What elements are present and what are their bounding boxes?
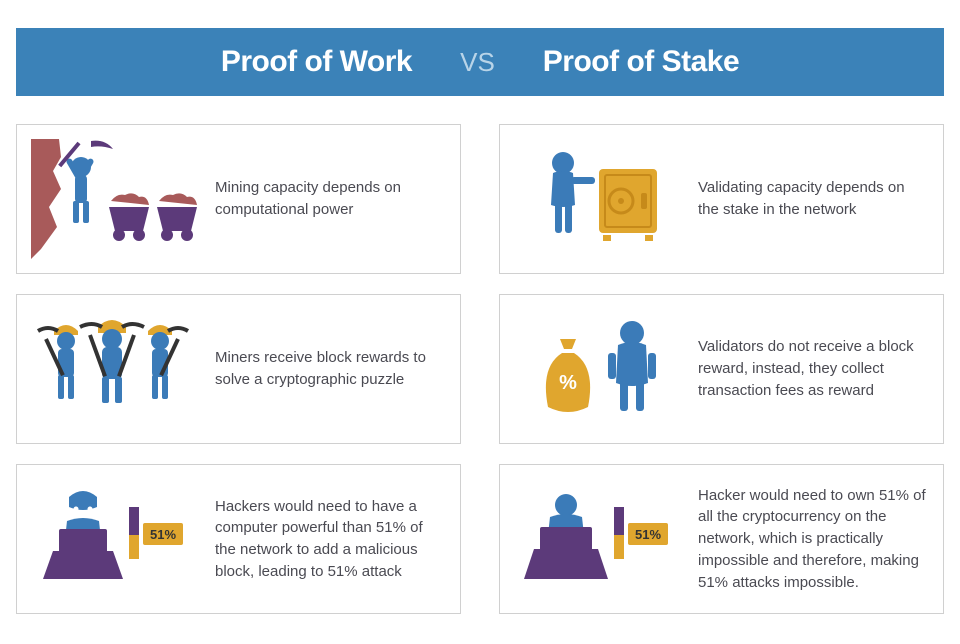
header-left: Proof of Work xyxy=(221,45,412,79)
card-text: Mining capacity depends on computational… xyxy=(215,177,446,221)
card-pow-hacker: 51% Hackers would need to have a compute… xyxy=(16,464,461,614)
header-vs: VS xyxy=(460,47,495,78)
header-right: Proof of Stake xyxy=(543,45,739,79)
card-text: Validating capacity depends on the stake… xyxy=(698,177,929,221)
miner-icon xyxy=(31,139,201,259)
card-text: Hackers would need to have a computer po… xyxy=(215,496,446,583)
card-text: Miners receive block rewards to solve a … xyxy=(215,347,446,391)
miners-icon xyxy=(31,309,201,429)
badge-text: 51% xyxy=(635,527,661,542)
header-banner: Proof of Work VS Proof of Stake xyxy=(16,28,944,96)
comparison-grid: Mining capacity depends on computational… xyxy=(16,124,944,614)
card-pow-miners: Miners receive block rewards to solve a … xyxy=(16,294,461,444)
card-text: Hacker would need to own 51% of all the … xyxy=(698,485,929,594)
card-text: Validators do not receive a block reward… xyxy=(698,336,929,401)
badge-text: 51% xyxy=(150,527,176,542)
svg-text:%: % xyxy=(559,372,577,394)
moneybag-icon: % xyxy=(514,309,684,429)
hacker-icon: 51% xyxy=(31,479,201,599)
card-pos-hacker: 51% Hacker would need to own 51% of all … xyxy=(499,464,944,614)
card-pos-moneybag: % Validators do not receive a block rewa… xyxy=(499,294,944,444)
card-pow-mining: Mining capacity depends on computational… xyxy=(16,124,461,274)
safe-icon xyxy=(514,139,684,259)
card-pos-safe: Validating capacity depends on the stake… xyxy=(499,124,944,274)
hacker-icon: 51% xyxy=(514,479,684,599)
